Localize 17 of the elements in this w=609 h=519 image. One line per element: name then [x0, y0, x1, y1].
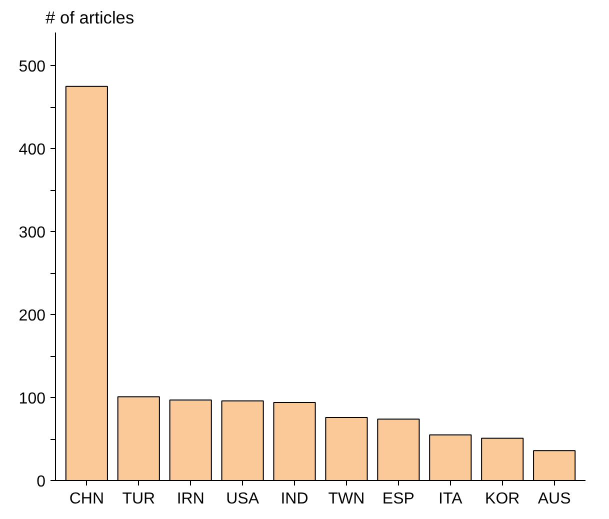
y-tick-label: 400: [18, 142, 46, 159]
y-tick-label: 300: [18, 224, 46, 242]
y-tick-label: 0: [36, 474, 46, 490]
x-tick-label: ITA: [438, 490, 463, 508]
y-axis-title: # of articles: [46, 8, 134, 28]
x-tick-label: ESP: [382, 490, 414, 508]
x-tick-label: IRN: [176, 490, 204, 508]
x-tick-label: IND: [280, 490, 308, 508]
y-tick-label: 100: [18, 390, 46, 408]
x-tick-label: AUS: [538, 490, 571, 508]
y-tick-label: 200: [18, 308, 46, 325]
x-tick-label: USA: [226, 490, 260, 508]
y-tick-label: 500: [18, 58, 46, 76]
x-tick-label: TUR: [122, 490, 156, 508]
x-tick-label: KOR: [485, 490, 520, 508]
x-tick-label: TWN: [328, 490, 365, 508]
x-tick-label: CHN: [69, 490, 104, 508]
